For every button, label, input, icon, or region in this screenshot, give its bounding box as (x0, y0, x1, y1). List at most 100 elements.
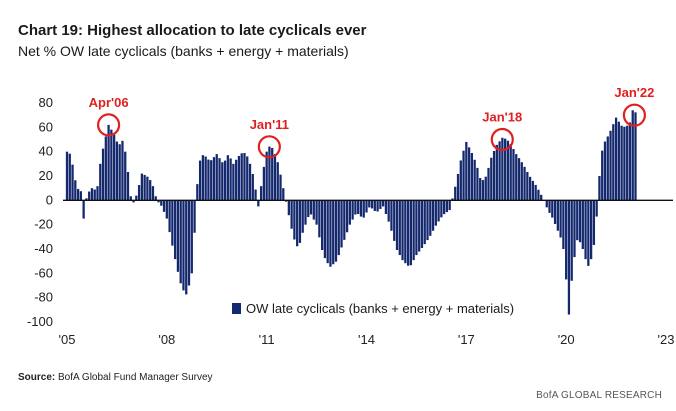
bar (268, 146, 271, 201)
bar (567, 200, 571, 315)
chart-legend: OW late cyclicals (banks + energy + mate… (232, 301, 514, 316)
bar (124, 151, 127, 201)
bar (135, 195, 138, 201)
bar (115, 141, 119, 201)
bar (559, 200, 562, 238)
bar (221, 162, 224, 201)
bar (301, 200, 304, 233)
bar (395, 200, 399, 251)
bar (451, 198, 454, 201)
bar (465, 141, 468, 201)
bar (443, 200, 446, 215)
bar (540, 194, 543, 201)
bar (556, 200, 559, 231)
bar (526, 171, 529, 201)
bar (509, 143, 512, 201)
bar (113, 134, 116, 201)
bar (237, 155, 241, 201)
bar (612, 124, 615, 201)
bar (595, 200, 598, 217)
bar (235, 159, 238, 201)
x-tick-label: '23 (658, 332, 675, 347)
bar (287, 200, 290, 216)
bar (212, 157, 216, 201)
bar (498, 141, 501, 201)
source-label: Source: (18, 372, 56, 383)
bar (479, 178, 482, 201)
x-tick-label: '20 (558, 332, 575, 347)
bar (149, 180, 152, 201)
bar (504, 138, 507, 201)
bar (351, 200, 354, 220)
bar (520, 162, 523, 201)
x-tick-label: '17 (458, 332, 475, 347)
bar (282, 188, 285, 201)
bar (528, 176, 532, 201)
y-tick-label: 20 (39, 168, 53, 183)
bar (223, 160, 227, 201)
bar (406, 200, 410, 266)
bar (404, 200, 407, 264)
y-tick-label: -100 (27, 314, 53, 329)
bar (96, 186, 99, 201)
bar (137, 185, 141, 201)
bar (340, 200, 343, 248)
bar (276, 162, 279, 201)
bar (334, 200, 338, 262)
y-tick-label: 0 (46, 192, 53, 207)
bar (143, 174, 146, 201)
x-tick-label: '14 (358, 332, 375, 347)
bar (409, 200, 412, 266)
bar (365, 200, 368, 213)
bar (204, 156, 207, 201)
bar (273, 154, 277, 201)
bar (187, 200, 191, 286)
bar (373, 200, 376, 211)
bar (246, 156, 249, 201)
bar (104, 136, 107, 201)
bar (240, 153, 243, 201)
bar (93, 189, 96, 201)
bar (296, 200, 299, 247)
bar (492, 150, 496, 201)
y-tick-label: -40 (34, 241, 53, 256)
bar (473, 159, 476, 201)
bar (606, 136, 609, 201)
bar (343, 200, 346, 240)
bar (248, 163, 252, 201)
bar (88, 191, 91, 201)
bar (68, 153, 71, 201)
bar (90, 188, 94, 201)
bar (545, 200, 548, 208)
bar (254, 189, 257, 201)
bar (257, 200, 260, 207)
bar (74, 180, 77, 201)
bar (185, 200, 188, 295)
bar (370, 200, 374, 209)
bar (515, 154, 518, 201)
bar (626, 125, 629, 201)
bar (387, 200, 390, 222)
bar (456, 173, 460, 201)
bar (160, 200, 163, 206)
bar (312, 200, 315, 220)
bar (614, 117, 618, 201)
bar (215, 154, 218, 201)
bar (440, 200, 443, 218)
bar (65, 151, 69, 201)
y-tick-label: 80 (39, 95, 53, 110)
bar (581, 200, 584, 249)
bar (290, 200, 293, 229)
bar (379, 200, 382, 209)
bar (445, 200, 449, 213)
bar (146, 176, 149, 201)
bar (598, 176, 601, 201)
bar (523, 166, 526, 201)
bar (592, 200, 596, 245)
bar (293, 200, 296, 240)
bar (609, 130, 612, 201)
chart-subtitle: Net % OW late cyclicals (banks + energy … (18, 43, 349, 59)
bar (459, 160, 462, 201)
bar (85, 198, 88, 201)
bar (251, 173, 254, 201)
